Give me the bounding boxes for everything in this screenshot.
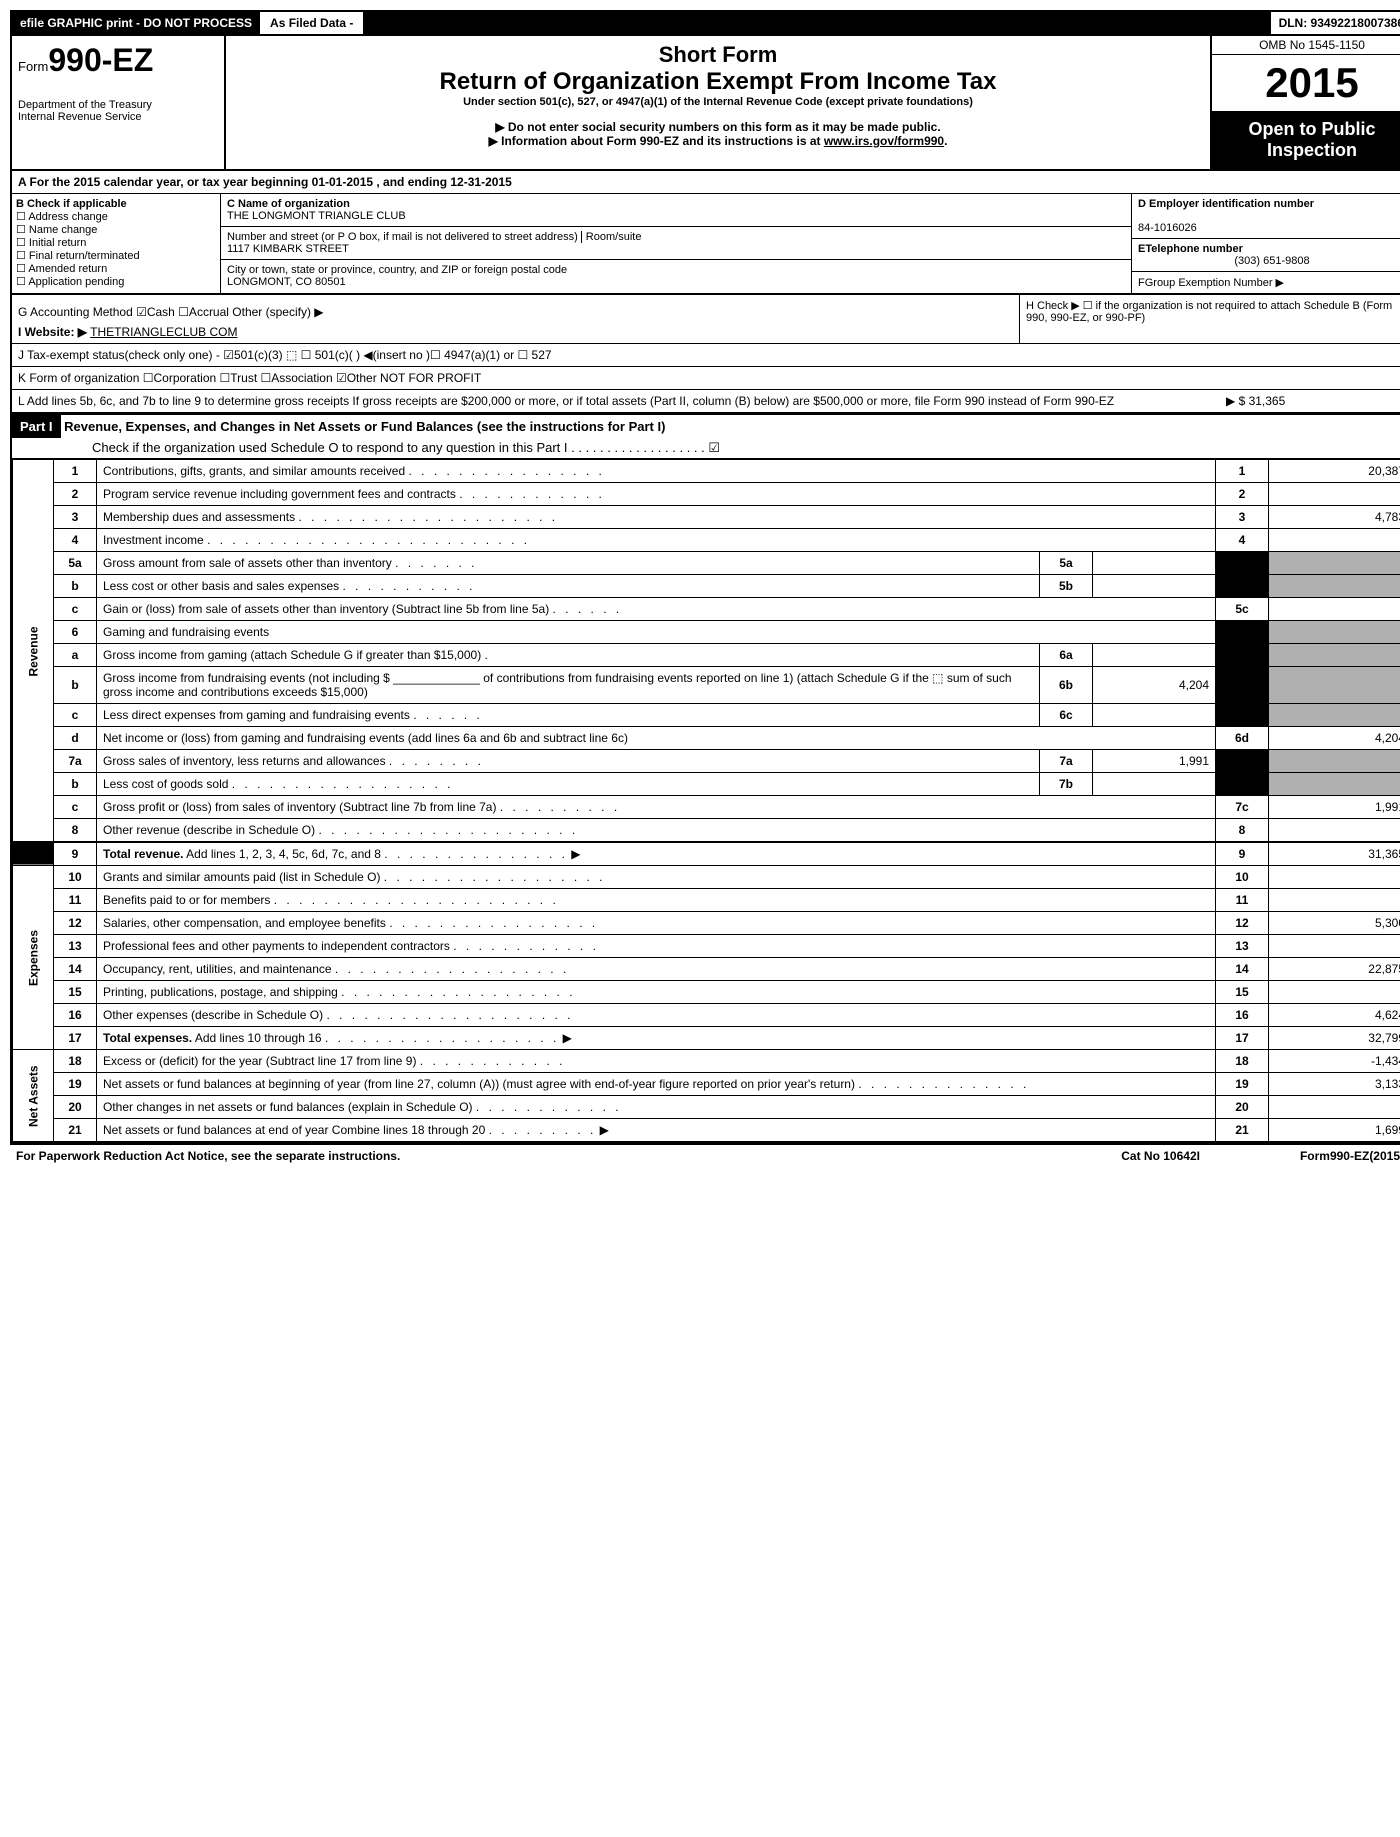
- line-4: 4 Investment income . . . . . . . . . . …: [13, 529, 1400, 552]
- info-link-line: ▶ Information about Form 990-EZ and its …: [232, 134, 1204, 148]
- omb-number: OMB No 1545-1150: [1212, 36, 1400, 55]
- irs-label: Internal Revenue Service: [18, 111, 218, 123]
- section-l-gross-receipts: L Add lines 5b, 6c, and 7b to line 9 to …: [12, 390, 1400, 413]
- check-name-change[interactable]: Name change: [16, 223, 216, 236]
- title-return: Return of Organization Exempt From Incom…: [232, 68, 1204, 96]
- group-exemption: FGroup Exemption Number ▶: [1132, 272, 1400, 293]
- org-name-label: C Name of organization: [227, 198, 350, 210]
- line-5c: c Gain or (loss) from sale of assets oth…: [13, 598, 1400, 621]
- phone-label: ETelephone number: [1138, 243, 1243, 255]
- tax-year: 2015: [1212, 55, 1400, 111]
- line-6b: b Gross income from fundraising events (…: [13, 667, 1400, 704]
- form-header: Form990-EZ Department of the Treasury In…: [12, 36, 1400, 171]
- line-2: 2 Program service revenue including gove…: [13, 483, 1400, 506]
- right-info-column: D Employer identification number 84-1016…: [1132, 194, 1400, 293]
- net-assets-label: Net Assets: [13, 1050, 54, 1142]
- line-16: 16 Other expenses (describe in Schedule …: [13, 1004, 1400, 1027]
- part-1-header: Part I Revenue, Expenses, and Changes in…: [12, 413, 1400, 459]
- title-short-form: Short Form: [232, 42, 1204, 68]
- city-state-zip: LONGMONT, CO 80501: [227, 276, 346, 288]
- line-21: 21 Net assets or fund balances at end of…: [13, 1119, 1400, 1142]
- filed-data: As Filed Data -: [262, 12, 363, 34]
- subtitle: Under section 501(c), 527, or 4947(a)(1)…: [232, 96, 1204, 108]
- gross-receipts-value: ▶ $ 31,365: [1226, 394, 1400, 408]
- open-public: Open to PublicInspection: [1212, 111, 1400, 169]
- form-footer: For Paperwork Reduction Act Notice, see …: [10, 1144, 1400, 1167]
- ein-label: D Employer identification number: [1138, 198, 1314, 210]
- line-8: 8 Other revenue (describe in Schedule O)…: [13, 819, 1400, 843]
- section-a-tax-year: A For the 2015 calendar year, or tax yea…: [12, 171, 1400, 194]
- line-13: 13 Professional fees and other payments …: [13, 935, 1400, 958]
- line-7a: 7a Gross sales of inventory, less return…: [13, 750, 1400, 773]
- line-15: 15 Printing, publications, postage, and …: [13, 981, 1400, 1004]
- paperwork-notice: For Paperwork Reduction Act Notice, see …: [16, 1149, 400, 1163]
- form-id-footer: Form990-EZ(2015): [1300, 1149, 1400, 1163]
- line-3: 3 Membership dues and assessments . . . …: [13, 506, 1400, 529]
- section-h-schedule-b: H Check ▶ ☐ if the organization is not r…: [1019, 295, 1400, 343]
- line-11: 11 Benefits paid to or for members . . .…: [13, 889, 1400, 912]
- info-grid: B Check if applicable Address change Nam…: [12, 194, 1400, 295]
- check-initial-return[interactable]: Initial return: [16, 236, 216, 249]
- check-amended[interactable]: Amended return: [16, 262, 216, 275]
- irs-link[interactable]: www.irs.gov/form990: [824, 134, 944, 148]
- street-address: 1117 KIMBARK STREET: [227, 243, 349, 255]
- line-12: 12 Salaries, other compensation, and emp…: [13, 912, 1400, 935]
- form-990ez: efile GRAPHIC print - DO NOT PROCESS As …: [10, 10, 1400, 1144]
- phone-value: (303) 651-9808: [1138, 255, 1400, 267]
- org-name: THE LONGMONT TRIANGLE CLUB: [227, 210, 406, 222]
- line-6c: c Less direct expenses from gaming and f…: [13, 704, 1400, 727]
- line-19: 19 Net assets or fund balances at beginn…: [13, 1073, 1400, 1096]
- line-7c: c Gross profit or (loss) from sales of i…: [13, 796, 1400, 819]
- efile-notice: efile GRAPHIC print - DO NOT PROCESS: [12, 12, 262, 34]
- room-label: Room/suite: [581, 231, 642, 243]
- section-b-checkboxes: B Check if applicable Address change Nam…: [12, 194, 221, 293]
- line-14: 14 Occupancy, rent, utilities, and maint…: [13, 958, 1400, 981]
- top-bar: efile GRAPHIC print - DO NOT PROCESS As …: [12, 12, 1400, 36]
- line-7b: b Less cost of goods sold . . . . . . . …: [13, 773, 1400, 796]
- line-5a: 5a Gross amount from sale of assets othe…: [13, 552, 1400, 575]
- expenses-label: Expenses: [13, 866, 54, 1050]
- cat-number: Cat No 10642I: [1121, 1149, 1200, 1163]
- dept-treasury: Department of the Treasury: [18, 79, 218, 111]
- section-k-form-org: K Form of organization ☐Corporation ☐Tru…: [12, 367, 1400, 390]
- line-6: 6 Gaming and fundraising events: [13, 621, 1400, 644]
- check-address-change[interactable]: Address change: [16, 210, 216, 223]
- line-6a: a Gross income from gaming (attach Sched…: [13, 644, 1400, 667]
- line-10: Expenses 10 Grants and similar amounts p…: [13, 866, 1400, 889]
- line-6d: d Net income or (loss) from gaming and f…: [13, 727, 1400, 750]
- line-20: 20 Other changes in net assets or fund b…: [13, 1096, 1400, 1119]
- accounting-method: G Accounting Method ☑Cash ☐Accrual Other…: [18, 299, 1013, 325]
- line-18: Net Assets 18 Excess or (deficit) for th…: [13, 1050, 1400, 1073]
- city-label: City or town, state or province, country…: [227, 264, 567, 276]
- section-j-tax-exempt: J Tax-exempt status(check only one) - ☑5…: [12, 344, 1400, 367]
- dln-number: DLN: 93492218007386: [1271, 12, 1400, 34]
- line-1: Revenue 1 Contributions, gifts, grants, …: [13, 460, 1400, 483]
- form-number: Form990-EZ: [18, 42, 218, 79]
- ein-value: 84-1016026: [1138, 222, 1197, 234]
- check-app-pending[interactable]: Application pending: [16, 275, 216, 288]
- part1-check-note: Check if the organization used Schedule …: [12, 438, 1400, 458]
- section-i-website: I Website: ▶ THETRIANGLECLUB COM: [18, 325, 1013, 339]
- section-g-h: G Accounting Method ☑Cash ☐Accrual Other…: [12, 295, 1400, 344]
- revenue-label: Revenue: [13, 460, 54, 843]
- section-c-org-info: C Name of organization THE LONGMONT TRIA…: [221, 194, 1132, 293]
- line-17: 17 Total expenses. Add lines 10 through …: [13, 1027, 1400, 1050]
- check-final-return[interactable]: Final return/terminated: [16, 249, 216, 262]
- street-label: Number and street (or P O box, if mail i…: [227, 231, 578, 243]
- ssn-warning: ▶ Do not enter social security numbers o…: [232, 120, 1204, 134]
- website-link[interactable]: THETRIANGLECLUB COM: [90, 325, 237, 339]
- part1-lines: Revenue 1 Contributions, gifts, grants, …: [12, 459, 1400, 1142]
- line-5b: b Less cost or other basis and sales exp…: [13, 575, 1400, 598]
- line-9: 9 Total revenue. Add lines 1, 2, 3, 4, 5…: [13, 842, 1400, 866]
